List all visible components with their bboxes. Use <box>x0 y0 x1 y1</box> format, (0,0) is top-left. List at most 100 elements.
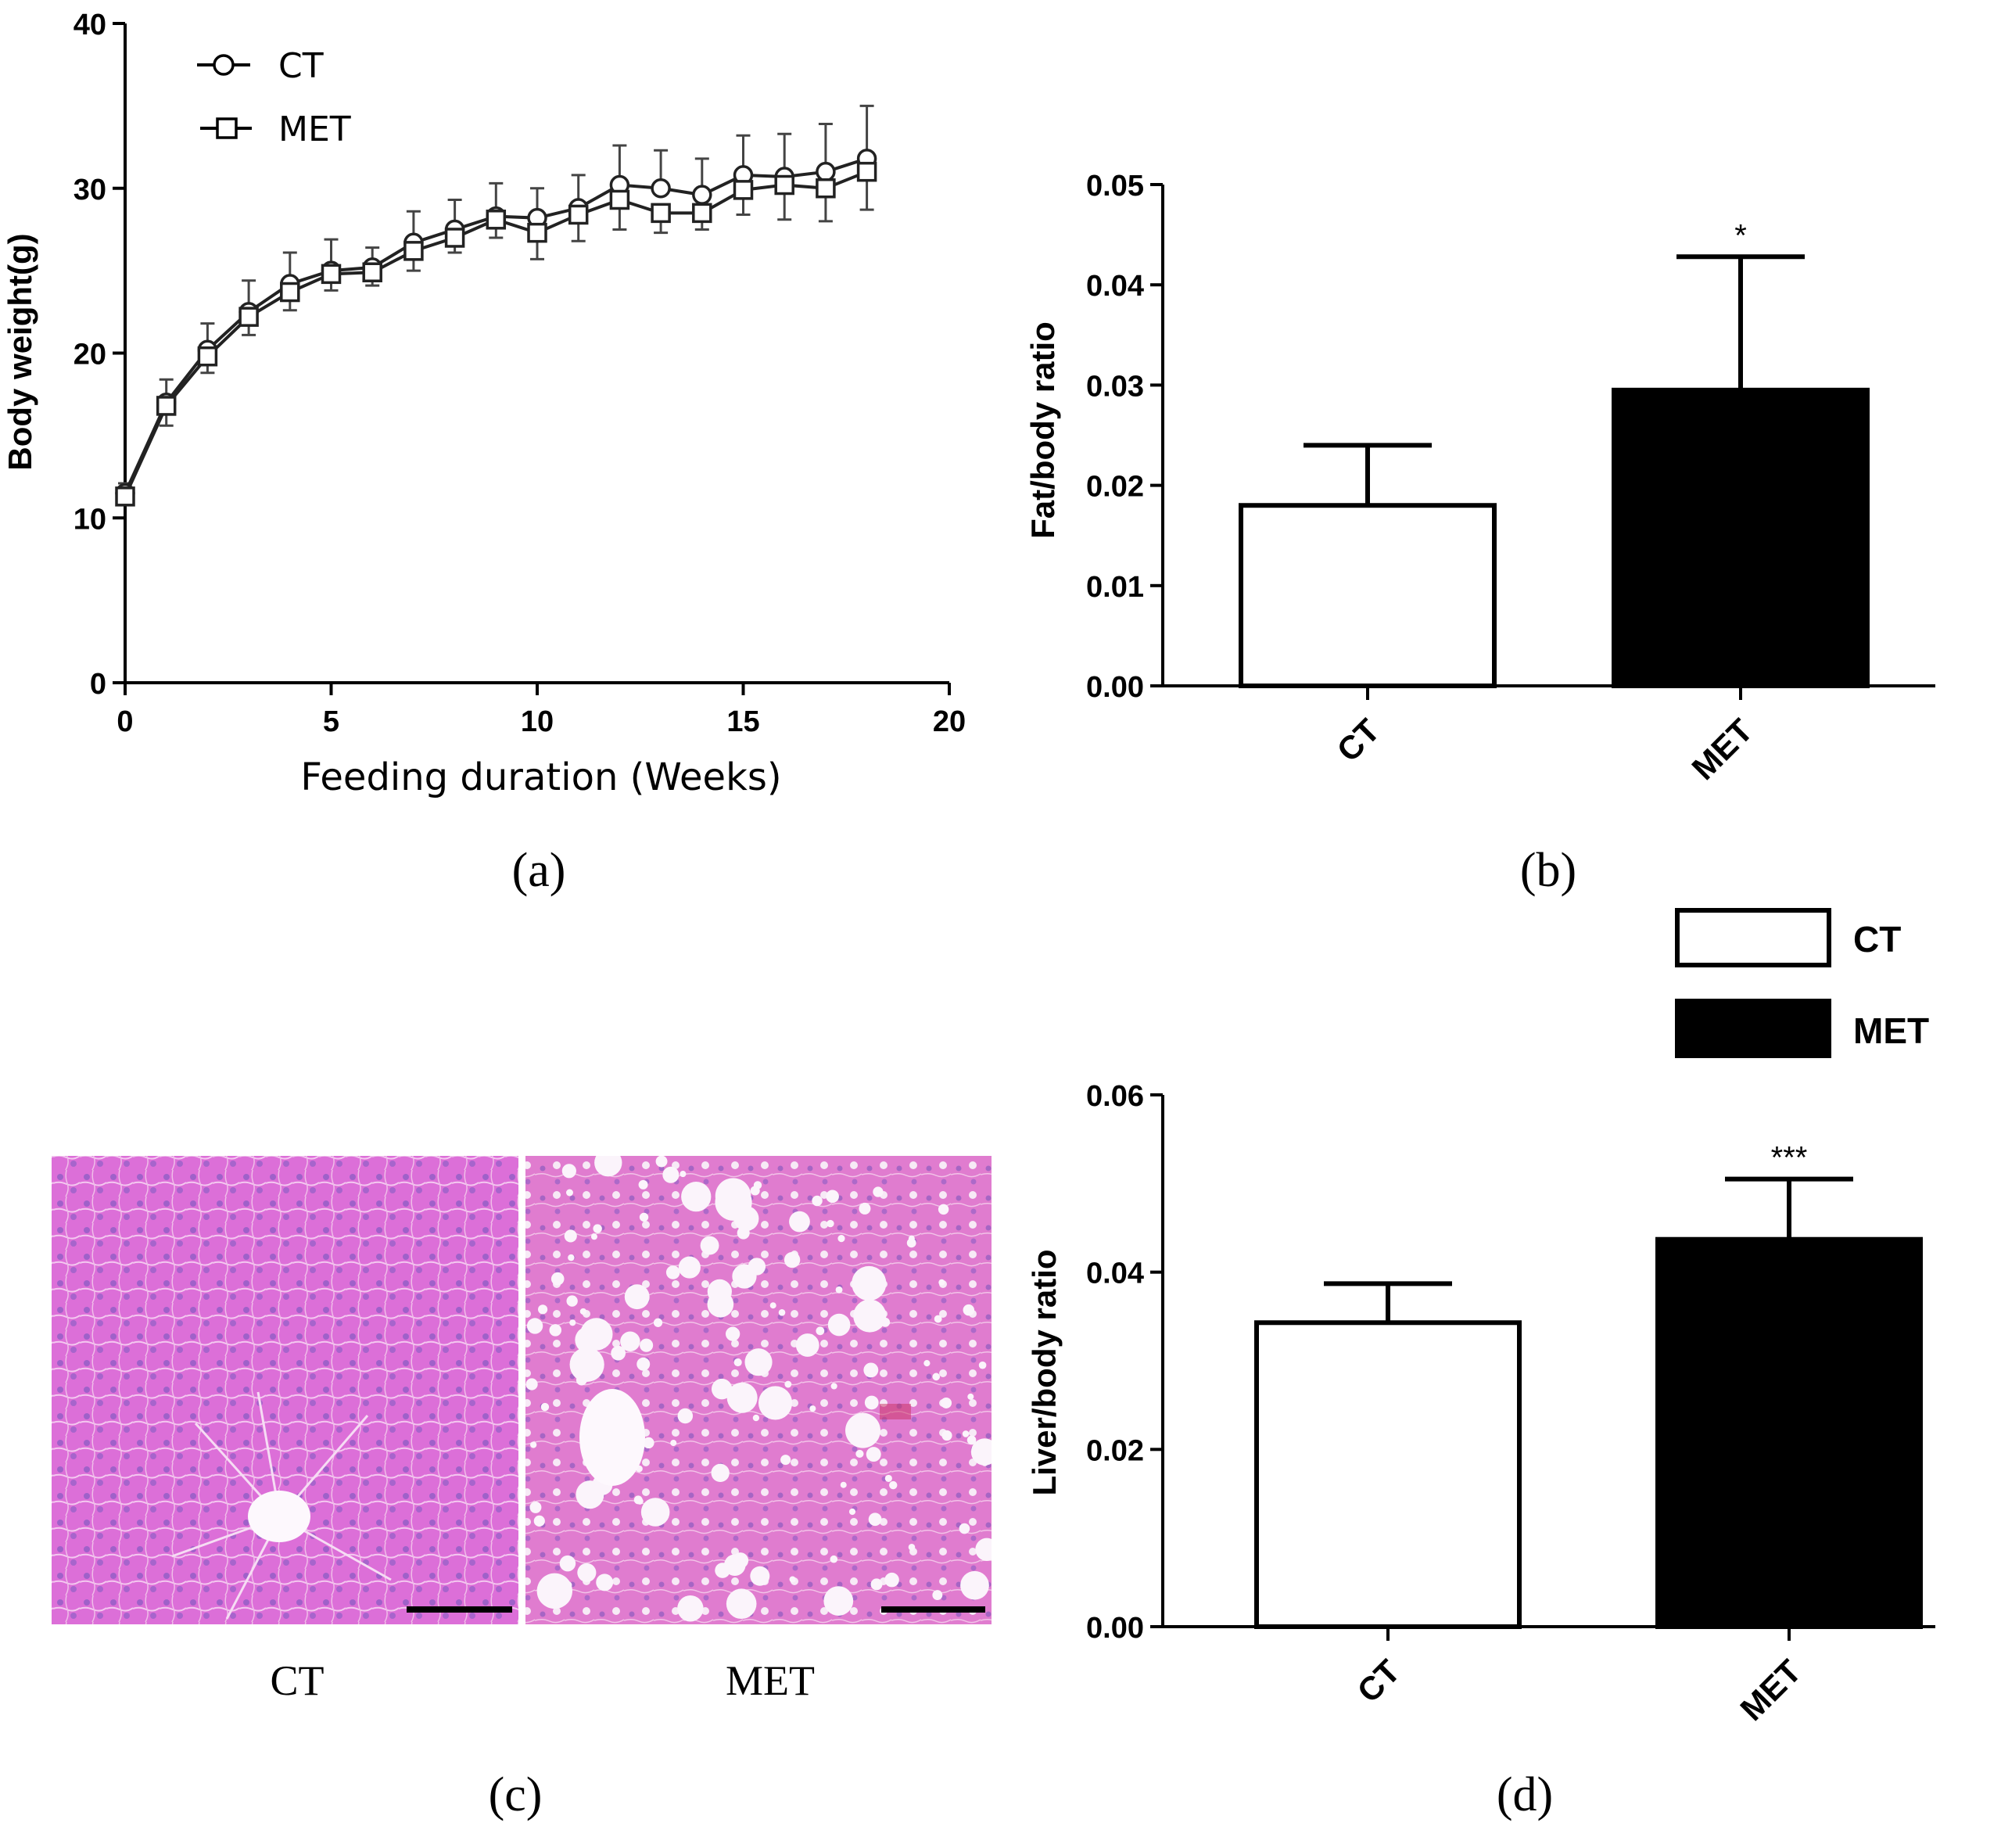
a-legend-met: MET <box>278 109 351 149</box>
b-y-axis-label: Fat/body ratio <box>1024 321 1061 539</box>
fat-droplet <box>784 1251 801 1268</box>
b-y-tick-label: 0.05 <box>1086 170 1144 203</box>
a-y-axis-label: Body weight(g) <box>2 233 38 470</box>
legend-met-label: MET <box>1853 1010 1929 1051</box>
histology-ct-label: CT <box>270 1657 324 1704</box>
fat-droplet <box>855 1449 864 1459</box>
fat-droplet <box>680 1171 687 1178</box>
d-x-tick-label: CT <box>1350 1652 1408 1710</box>
fat-droplet <box>715 1563 730 1578</box>
panel-c-histology: CT MET (c) <box>52 1156 992 1821</box>
a-point-met <box>362 262 382 282</box>
fat-droplet <box>637 1357 651 1371</box>
fat-droplet <box>725 1326 741 1341</box>
fat-droplet <box>711 1378 733 1400</box>
fat-droplet <box>827 1219 834 1228</box>
fat-droplet <box>884 1474 892 1483</box>
a-point-met <box>197 346 218 367</box>
fat-droplet <box>670 1440 677 1447</box>
a-x-axis-label: Feeding duration (Weeks) <box>300 755 781 799</box>
fat-droplet <box>638 1179 648 1190</box>
panel-label-c: (c) <box>489 1768 543 1821</box>
a-point-met <box>651 203 671 224</box>
fat-droplet <box>938 1204 949 1215</box>
fat-droplet <box>932 1590 943 1600</box>
fat-droplet <box>789 1576 796 1583</box>
b-x-tick-label: CT <box>1330 712 1387 769</box>
fat-droplet <box>525 1378 538 1390</box>
b-y-tick-label: 0.01 <box>1086 571 1144 604</box>
fat-droplet <box>932 1373 941 1381</box>
fat-droplet <box>853 1299 887 1333</box>
legend-ct-swatch <box>1675 908 1831 967</box>
d-bar-met <box>1655 1236 1923 1629</box>
fat-droplet <box>934 1315 942 1323</box>
fat-droplet <box>967 1393 974 1400</box>
fat-droplet <box>726 1588 757 1620</box>
fat-droplet <box>569 1347 604 1382</box>
fat-droplet <box>549 1324 562 1337</box>
fat-droplet <box>938 1279 945 1286</box>
fat-droplet <box>726 1382 758 1413</box>
fat-droplet <box>681 1182 712 1212</box>
central-vein-ct <box>248 1491 310 1542</box>
panel-b-bar-chart: 0.00 0.01 0.02 0.03 0.04 0.05 * CT MET Fat/bod… <box>1024 170 1935 897</box>
a-point-met <box>568 204 589 225</box>
fat-droplet <box>711 1463 730 1483</box>
a-x-tick-label: 20 <box>933 705 966 738</box>
a-point-met <box>321 264 342 285</box>
fat-droplet <box>751 1356 767 1372</box>
legend-met-swatch <box>1675 999 1831 1058</box>
fat-droplet <box>860 1304 867 1312</box>
a-point-met <box>816 178 836 199</box>
a-point-met <box>692 203 712 224</box>
fat-droplet <box>639 1212 649 1222</box>
fat-droplet <box>863 1362 879 1378</box>
fat-droplet <box>655 1156 668 1168</box>
fat-droplet <box>707 1290 734 1318</box>
panel-label-d: (d) <box>1497 1768 1553 1821</box>
fat-droplet <box>752 1414 760 1422</box>
fat-droplet <box>611 1345 626 1361</box>
fat-droplet <box>550 1272 565 1286</box>
fat-droplet <box>750 1566 770 1586</box>
a-y-tick-label: 30 <box>74 174 106 206</box>
fat-droplet <box>807 1333 815 1340</box>
a-legend-ct: CT <box>278 46 324 86</box>
fat-droplet <box>769 1302 776 1309</box>
d-bar-ct <box>1254 1320 1522 1630</box>
fat-droplet <box>784 1380 792 1388</box>
b-x-tick-label: MET <box>1684 712 1759 787</box>
fat-droplet <box>906 1238 916 1248</box>
a-y-tick-label: 10 <box>74 503 106 536</box>
a-point-met <box>486 210 507 230</box>
fat-droplet <box>577 1563 597 1582</box>
a-y-tick-label: 40 <box>74 9 106 41</box>
fat-droplet <box>978 1361 987 1369</box>
fat-droplet <box>568 1254 575 1261</box>
fat-droplet <box>981 1459 988 1466</box>
fat-droplet <box>873 1186 884 1197</box>
fat-droplet <box>739 1554 746 1561</box>
fat-droplet <box>540 1402 550 1412</box>
fat-droplet <box>733 1358 742 1367</box>
a-point-met <box>856 161 877 182</box>
a-point-ct <box>816 161 836 182</box>
d-y-tick-label: 0.02 <box>1086 1434 1144 1467</box>
fat-droplet <box>526 1318 543 1334</box>
fat-droplet <box>732 1264 757 1289</box>
legend-circle-marker-icon <box>213 54 235 76</box>
fat-droplet <box>579 1308 587 1315</box>
a-point-met <box>280 282 300 303</box>
b-y-tick-label: 0.00 <box>1086 671 1144 704</box>
fat-droplet <box>809 1405 816 1412</box>
a-point-met <box>527 222 547 243</box>
fat-droplet <box>633 1495 643 1505</box>
fat-droplet <box>884 1572 899 1588</box>
fat-droplet <box>830 1383 837 1390</box>
histology-met-label: MET <box>726 1657 815 1704</box>
fat-droplet <box>678 1256 701 1279</box>
fat-droplet <box>536 1573 572 1609</box>
fat-droplet <box>889 1480 898 1490</box>
fat-droplet <box>827 1313 851 1337</box>
